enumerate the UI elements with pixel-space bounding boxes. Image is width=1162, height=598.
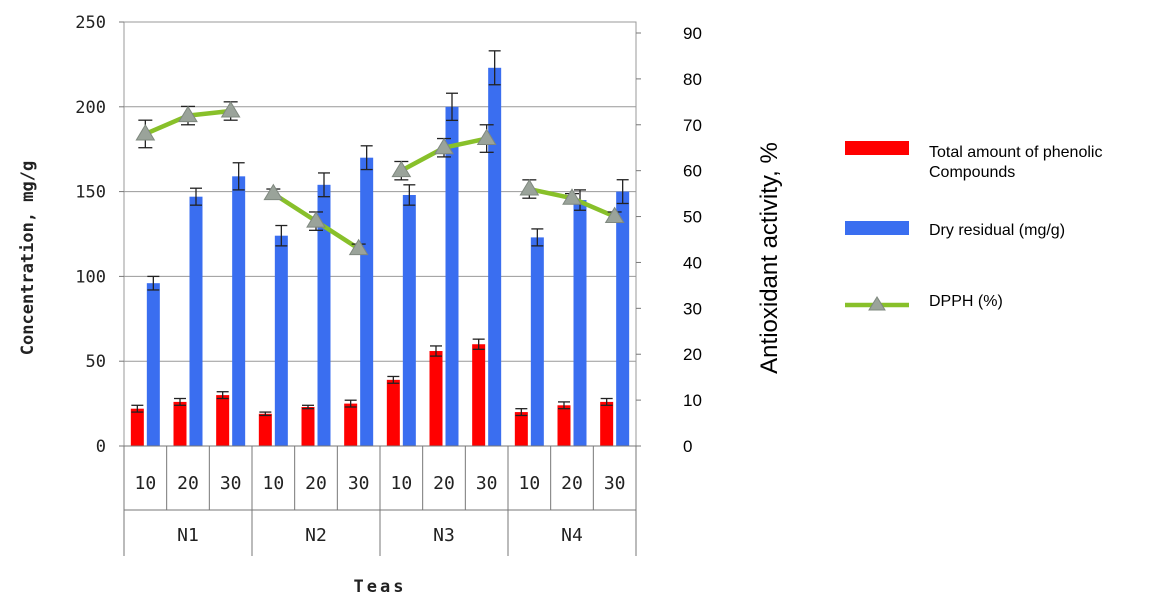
x-subcategory-label: 20 (177, 473, 199, 494)
bar-phenolic (258, 413, 272, 446)
y2-tick-label: 0 (683, 437, 692, 456)
bar-dry-residual (445, 106, 459, 447)
bar-phenolic (173, 401, 187, 446)
x-subcategory-label: 30 (476, 473, 498, 494)
legend-marker-dpph (868, 296, 886, 311)
dpph-marker (604, 206, 625, 224)
dpph-marker (348, 238, 369, 256)
y2-tick-label: 20 (683, 345, 702, 364)
x-subcategory-label: 20 (561, 473, 583, 494)
y-tick-label: 150 (75, 183, 106, 203)
bar-dry-residual (616, 191, 630, 446)
y-tick-label: 200 (75, 98, 106, 118)
dpph-marker (306, 211, 326, 228)
bar-phenolic (514, 412, 528, 446)
y-tick-label: 0 (96, 437, 106, 457)
y-tick-label: 250 (75, 13, 106, 33)
bar-phenolic (216, 395, 230, 446)
bar-phenolic (429, 351, 443, 446)
x-subcategory-label: 20 (305, 473, 327, 494)
y2-tick-label: 40 (683, 253, 702, 272)
y2-tick-label: 80 (683, 70, 702, 89)
dpph-marker (135, 123, 156, 141)
x-subcategory-label: 10 (134, 473, 156, 494)
bar-dry-residual (402, 194, 416, 446)
dpph-marker (562, 188, 582, 205)
bar-dry-residual (488, 67, 502, 447)
x-subcategory-label: 30 (348, 473, 370, 494)
x-subcategory-label: 10 (518, 473, 540, 494)
y2-axis-title: Antioxidant activity, % (756, 142, 783, 374)
legend-swatch-dry-residual (845, 221, 909, 235)
bar-dry-residual (530, 237, 544, 446)
dpph-marker (434, 137, 454, 155)
dpph-marker (178, 105, 198, 123)
y-axis-title: Concentration, mg/g (18, 161, 38, 355)
bar-phenolic (301, 406, 315, 446)
bar-dry-residual (360, 157, 374, 446)
legend-label-dpph: DPPH (%) (929, 293, 1003, 310)
bar-phenolic (472, 344, 486, 446)
x-subcategory-label: 30 (220, 473, 242, 494)
bar-phenolic (600, 401, 614, 446)
dpph-marker (476, 128, 497, 146)
dpph-marker (220, 101, 241, 118)
y2-tick-label: 30 (683, 299, 702, 318)
legend-label-dry-residual: Dry residual (mg/g) (929, 222, 1065, 239)
legend-label-phenolic: Total amount of phenolic Compounds (929, 144, 1102, 181)
y2-tick-label: 70 (683, 116, 702, 135)
dpph-marker (263, 183, 284, 201)
y2-tick-label: 60 (683, 162, 702, 181)
x-group-label: N1 (177, 525, 199, 546)
bar-dry-residual (573, 200, 587, 446)
legend-swatch-phenolic (845, 141, 909, 155)
y2-tick-label: 50 (683, 208, 702, 227)
bar-dry-residual (232, 176, 246, 446)
x-axis-title: Teas (354, 577, 407, 597)
x-subcategory-label: 10 (390, 473, 412, 494)
bar-dry-residual (274, 235, 288, 446)
y-tick-label: 100 (75, 267, 106, 287)
dpph-marker (391, 160, 412, 178)
x-subcategory-label: 20 (433, 473, 455, 494)
dpph-marker (519, 179, 540, 196)
bar-phenolic (557, 405, 571, 446)
bar-phenolic (344, 403, 358, 446)
y2-tick-label: 10 (683, 391, 702, 410)
bar-dry-residual (317, 184, 331, 447)
x-group-label: N4 (561, 525, 583, 546)
x-subcategory-label: 30 (604, 473, 626, 494)
y-tick-label: 50 (86, 352, 106, 372)
bar-dry-residual (189, 196, 203, 446)
y2-tick-label: 90 (683, 24, 702, 43)
bar-phenolic (386, 379, 400, 446)
bar-dry-residual (146, 283, 160, 446)
bar-phenolic (130, 408, 144, 446)
x-group-label: N2 (305, 525, 327, 546)
x-group-label: N3 (433, 525, 455, 546)
x-subcategory-label: 10 (262, 473, 284, 494)
